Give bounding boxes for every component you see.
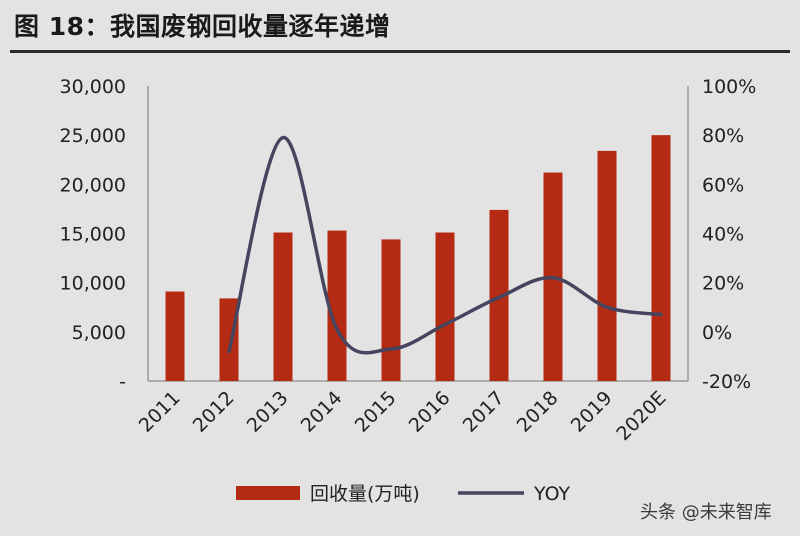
x-tick-label: 2017 <box>459 387 509 437</box>
right-tick-label: 40% <box>702 224 744 246</box>
x-tick-label: 2014 <box>297 387 347 437</box>
right-tick-label: 80% <box>702 125 744 147</box>
bar <box>381 239 401 381</box>
yoy-line <box>227 135 663 355</box>
x-tick-label: 2012 <box>189 387 239 437</box>
x-tick-label: 2019 <box>567 387 617 437</box>
x-tick-label: 2013 <box>243 387 293 437</box>
left-tick-label: 30,000 <box>60 76 126 98</box>
x-tick-labels: 2011 2012 2013 2014 2015 2016 2017 2018 20192020… <box>135 387 671 445</box>
bar <box>597 150 617 381</box>
bar <box>219 298 239 381</box>
legend-bar-swatch <box>236 486 300 500</box>
x-tick-label: 2011 <box>135 387 185 437</box>
bar <box>489 209 509 381</box>
legend: 回收量(万吨) YOY <box>236 483 570 505</box>
bar <box>327 230 347 381</box>
left-tick-labels: - 5,000 10,000 15,000 20,000 25,000 30,000 <box>60 76 126 393</box>
x-tick-label: 2018 <box>513 387 563 437</box>
bar <box>165 291 185 381</box>
legend-line-label: YOY <box>533 483 570 505</box>
title-underline <box>10 50 790 53</box>
right-tick-label: 60% <box>702 174 744 196</box>
watermark: 头条 @未来智库 <box>640 502 772 523</box>
bar <box>651 135 671 381</box>
bar <box>273 232 293 381</box>
right-tick-label: -20% <box>702 371 751 393</box>
right-tick-label: 100% <box>702 76 756 98</box>
left-tick-label: 5,000 <box>72 322 126 344</box>
x-tick-label: 2020E <box>612 387 670 445</box>
left-tick-label: 10,000 <box>60 273 126 295</box>
bar <box>435 232 455 381</box>
left-tick-label: 15,000 <box>60 224 126 246</box>
chart-title-bar: 图 18：我国废钢回收量逐年递增 <box>0 0 800 50</box>
right-tick-labels: -20% 0% 20% 40% 60% 80% 100% <box>702 76 756 393</box>
legend-bar-label: 回收量(万吨) <box>310 483 420 505</box>
right-tick-label: 20% <box>702 273 744 295</box>
x-tick-label: 2016 <box>405 387 455 437</box>
bar-series <box>165 135 671 381</box>
chart-title: 图 18：我国废钢回收量逐年递增 <box>14 12 391 41</box>
x-tick-label: 2015 <box>351 387 401 437</box>
left-tick-label: 25,000 <box>60 125 126 147</box>
left-tick-label: - <box>119 371 126 393</box>
right-tick-label: 0% <box>702 322 732 344</box>
left-tick-label: 20,000 <box>60 174 126 196</box>
